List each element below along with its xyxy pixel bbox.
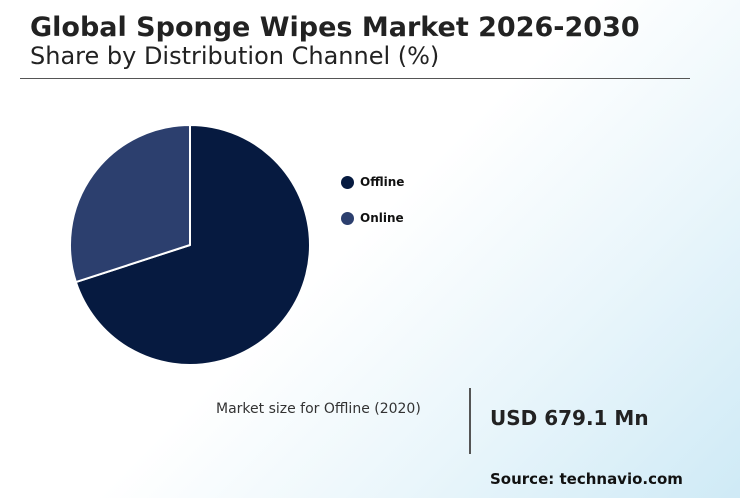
market-size-label: Market size for Offline (2020) (216, 401, 421, 417)
chart-title: Global Sponge Wipes Market 2026-2030 (30, 12, 640, 43)
kpi-divider (469, 388, 471, 454)
pie-slice-online (69, 124, 191, 284)
legend-label-online: Online (360, 211, 404, 225)
pie-slice-offline (74, 124, 311, 366)
legend-label-offline: Offline (360, 175, 405, 189)
title-divider (20, 78, 690, 79)
legend-swatch-online (341, 212, 354, 225)
market-size-value: USD 679.1 Mn (490, 406, 649, 430)
chart-subtitle: Share by Distribution Channel (%) (30, 42, 440, 70)
source-note: Source: technavio.com (490, 470, 683, 488)
legend-swatch-offline (341, 176, 354, 189)
